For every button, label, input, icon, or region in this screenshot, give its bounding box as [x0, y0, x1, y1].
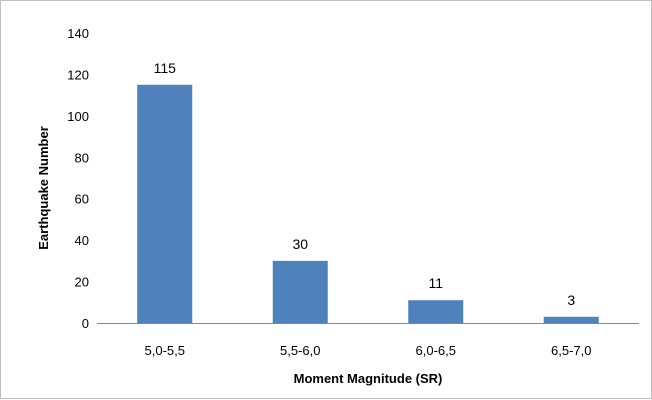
x-tick-label: 6,5-7,0 — [551, 343, 591, 358]
y-tick-label: 0 — [82, 316, 89, 331]
x-tick-label: 5,0-5,5 — [145, 343, 185, 358]
x-tick-label: 6,0-6,5 — [416, 343, 456, 358]
bar — [543, 316, 599, 323]
y-tick-label: 120 — [67, 67, 89, 82]
x-axis-ticks: 5,0-5,5 5,5-6,0 6,0-6,5 6,5-7,0 — [145, 343, 592, 358]
data-labels-group: 115 30 11 3 — [154, 60, 576, 308]
y-axis-title: Earthquake Number — [36, 126, 51, 250]
y-tick-label: 60 — [75, 192, 89, 207]
bar — [272, 260, 328, 323]
bar-value-label: 11 — [428, 275, 443, 291]
bar-value-label: 30 — [292, 236, 308, 252]
bars-group — [137, 84, 599, 324]
y-axis-ticks: 0 20 40 60 80 100 120 140 — [67, 26, 89, 331]
y-tick-label: 20 — [75, 275, 89, 290]
y-tick-label: 140 — [67, 26, 89, 41]
y-tick-label: 80 — [75, 150, 89, 165]
bar-value-label: 3 — [567, 292, 575, 308]
x-tick-label: 5,5-6,0 — [280, 343, 320, 358]
y-tick-label: 40 — [75, 233, 89, 248]
y-tick-label: 100 — [67, 109, 89, 124]
x-axis-title: Moment Magnitude (SR) — [294, 371, 443, 386]
bar — [137, 84, 193, 324]
bar — [408, 300, 464, 323]
bar-value-label: 115 — [154, 60, 177, 76]
